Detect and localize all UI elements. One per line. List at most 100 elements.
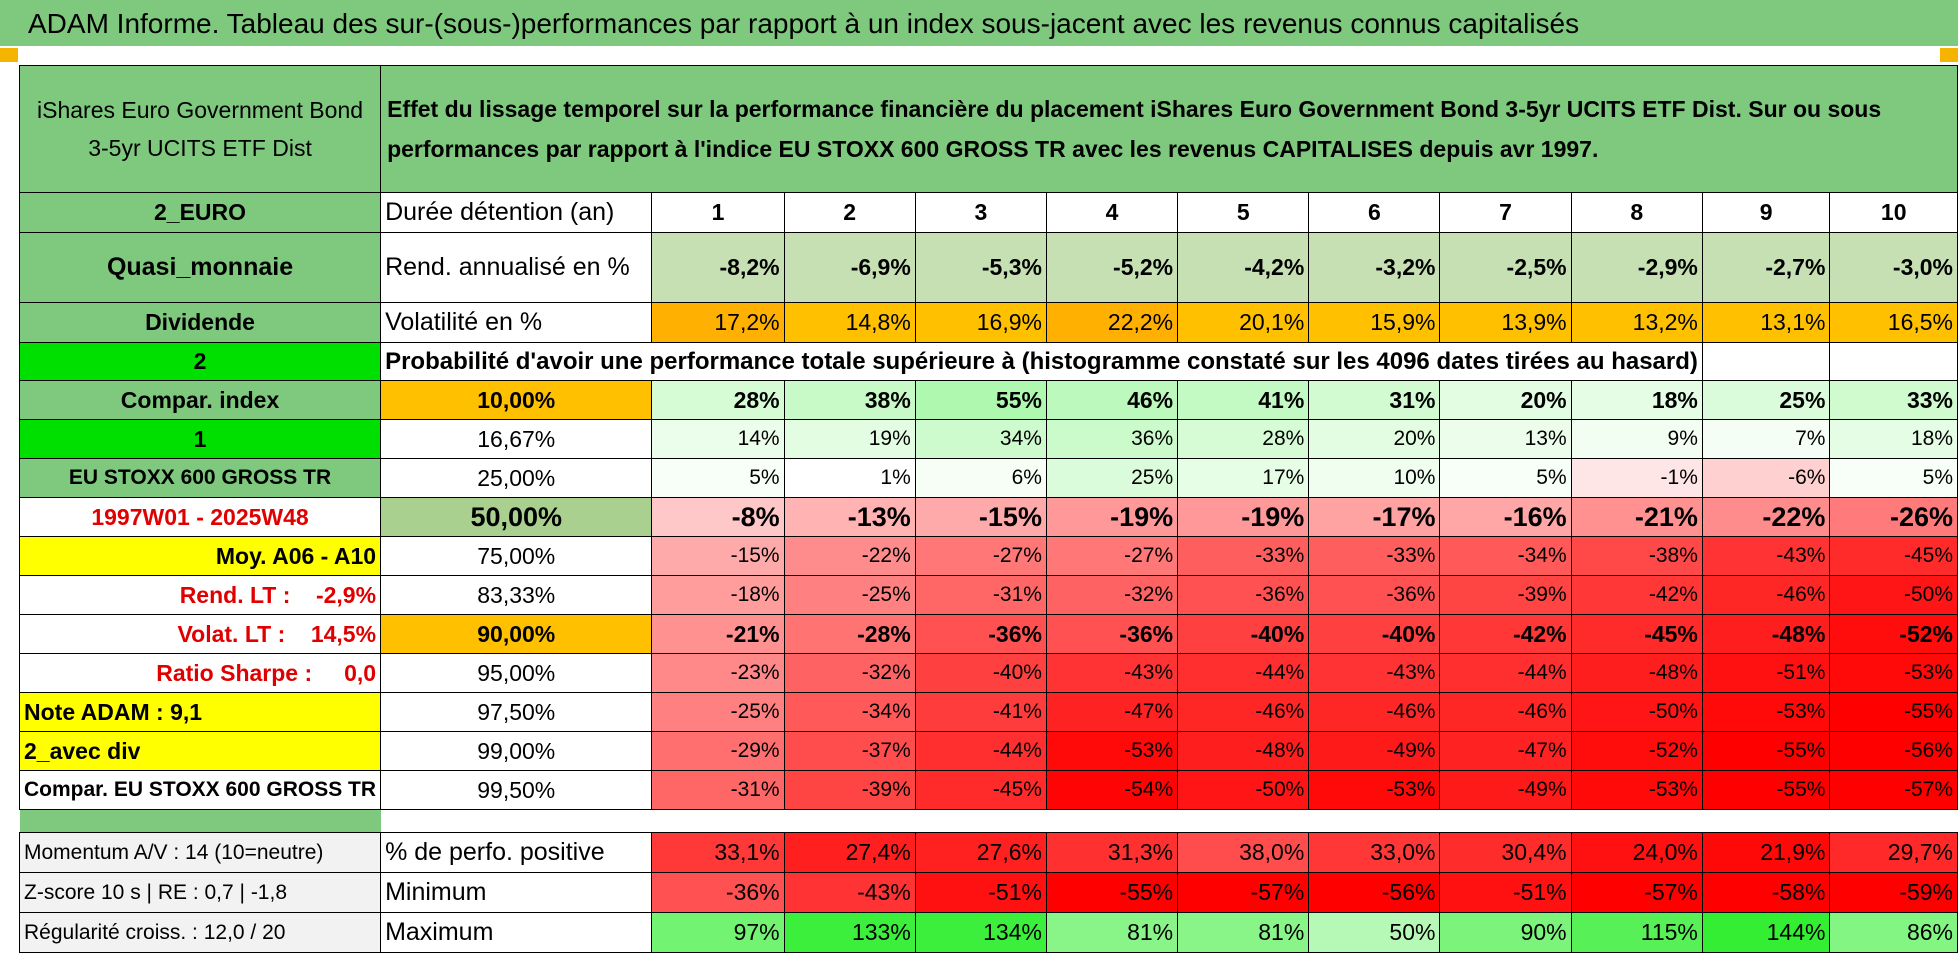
percentile-label: 97,50% bbox=[380, 692, 653, 732]
percentile-label: 95,00% bbox=[380, 653, 653, 693]
percentile-value: -44% bbox=[1177, 653, 1310, 693]
percentile-value: -15% bbox=[651, 536, 785, 576]
percentile-value: -43% bbox=[1308, 653, 1441, 693]
vol-value: 16,9% bbox=[914, 302, 1047, 343]
vol-value: 22,2% bbox=[1045, 302, 1179, 343]
percentile-value: 36% bbox=[1045, 419, 1179, 459]
positive-value: 27,4% bbox=[783, 832, 916, 873]
percentile-value: 20% bbox=[1439, 380, 1572, 420]
percentile-value: -26% bbox=[1829, 497, 1958, 537]
page-title: ADAM Informe. Tableau des sur-(sous-)per… bbox=[0, 0, 1958, 48]
percentile-value: -33% bbox=[1177, 536, 1310, 576]
percentile-value: -22% bbox=[783, 536, 916, 576]
percentile-value: -43% bbox=[1701, 536, 1831, 576]
year-header-5: 5 bbox=[1177, 192, 1310, 233]
percentile-value: -40% bbox=[914, 653, 1047, 693]
positive-value: 33,1% bbox=[651, 832, 785, 873]
percentile-value: -52% bbox=[1570, 731, 1703, 771]
percentile-value: -1% bbox=[1570, 458, 1703, 498]
minimum-value: -51% bbox=[914, 872, 1047, 913]
maximum-value: 81% bbox=[1045, 912, 1179, 953]
percentile-value: -18% bbox=[651, 575, 785, 615]
corner-marker-right bbox=[1940, 48, 1958, 62]
sharpe-label: Ratio Sharpe : 0,0 bbox=[18, 653, 382, 693]
year-header-8: 8 bbox=[1570, 192, 1703, 233]
percentile-value: -53% bbox=[1701, 692, 1831, 732]
compar-full-label: Compar. EU STOXX 600 GROSS TR bbox=[18, 770, 382, 810]
currency-label: 2_EURO bbox=[18, 192, 382, 233]
minimum-value: -55% bbox=[1045, 872, 1179, 913]
percentile-value: -55% bbox=[1829, 692, 1958, 732]
percentile-value: -49% bbox=[1439, 770, 1572, 810]
positive-value: 27,6% bbox=[914, 832, 1047, 873]
rend-value: -2,5% bbox=[1439, 232, 1572, 303]
percentile-value: 7% bbox=[1701, 419, 1831, 459]
minimum-value: -59% bbox=[1829, 872, 1958, 913]
percentile-value: -56% bbox=[1829, 731, 1958, 771]
percentile-value: -22% bbox=[1701, 497, 1831, 537]
percentile-value: -21% bbox=[1570, 497, 1703, 537]
percentile-value: -46% bbox=[1439, 692, 1572, 732]
regularite-label: Régularité croiss. : 12,0 / 20 bbox=[18, 912, 382, 953]
rend-value: -3,2% bbox=[1308, 232, 1441, 303]
code-2-label: 1 bbox=[18, 419, 382, 459]
percentile-value: 25% bbox=[1701, 380, 1831, 420]
rend-value: -6,9% bbox=[783, 232, 916, 303]
rend-lt-label: Rend. LT : -2,9% bbox=[18, 575, 382, 615]
rend-value: -8,2% bbox=[651, 232, 785, 303]
fund-name: iShares Euro Government Bond 3-5yr UCITS… bbox=[18, 65, 382, 193]
percentile-value: -19% bbox=[1045, 497, 1179, 537]
index-name-label: EU STOXX 600 GROSS TR bbox=[18, 458, 382, 498]
percentile-value: 33% bbox=[1829, 380, 1958, 420]
minimum-value: -36% bbox=[651, 872, 785, 913]
description-text: Effet du lissage temporel sur la perform… bbox=[380, 65, 1958, 193]
compar-index-label: Compar. index bbox=[18, 380, 382, 420]
minimum-label: Minimum bbox=[380, 872, 653, 913]
percentile-label: 90,00% bbox=[380, 614, 653, 654]
maximum-value: 144% bbox=[1701, 912, 1831, 953]
percentile-value: -27% bbox=[914, 536, 1047, 576]
percentile-value: -36% bbox=[914, 614, 1047, 654]
rend-value: -2,9% bbox=[1570, 232, 1703, 303]
percentile-value: -50% bbox=[1570, 692, 1703, 732]
vol-value: 20,1% bbox=[1177, 302, 1310, 343]
percentile-value: -34% bbox=[783, 692, 916, 732]
volat-lt-label: Volat. LT : 14,5% bbox=[18, 614, 382, 654]
maximum-value: 115% bbox=[1570, 912, 1703, 953]
duration-label: Durée détention (an) bbox=[380, 192, 653, 233]
percentile-value: -21% bbox=[651, 614, 785, 654]
rend-value: -5,3% bbox=[914, 232, 1047, 303]
percentile-value: 1% bbox=[783, 458, 916, 498]
maximum-value: 81% bbox=[1177, 912, 1310, 953]
percentile-value: 19% bbox=[783, 419, 916, 459]
percentile-value: 31% bbox=[1308, 380, 1441, 420]
minimum-value: -57% bbox=[1177, 872, 1310, 913]
percentile-value: -44% bbox=[914, 731, 1047, 771]
percentile-value: -40% bbox=[1308, 614, 1441, 654]
percentile-value: 5% bbox=[651, 458, 785, 498]
percentile-value: -46% bbox=[1701, 575, 1831, 615]
momentum-label: Momentum A/V : 14 (10=neutre) bbox=[18, 832, 382, 873]
vol-value: 15,9% bbox=[1308, 302, 1441, 343]
percentile-label: 99,50% bbox=[380, 770, 653, 810]
percentile-value: 55% bbox=[914, 380, 1047, 420]
percentile-value: -53% bbox=[1570, 770, 1703, 810]
percentile-value: 18% bbox=[1570, 380, 1703, 420]
percentile-value: -48% bbox=[1177, 731, 1310, 771]
minimum-value: -57% bbox=[1570, 872, 1703, 913]
percentile-value: -31% bbox=[651, 770, 785, 810]
percentile-value: -39% bbox=[783, 770, 916, 810]
avec-div-label: 2_avec div bbox=[18, 731, 382, 771]
year-header-3: 3 bbox=[914, 192, 1047, 233]
percentile-value: -42% bbox=[1439, 614, 1572, 654]
percentile-value: -36% bbox=[1045, 614, 1179, 654]
year-header-9: 9 bbox=[1701, 192, 1831, 233]
percentile-label: 99,00% bbox=[380, 731, 653, 771]
percentile-value: -32% bbox=[783, 653, 916, 693]
percentile-value: -27% bbox=[1045, 536, 1179, 576]
percentile-value: 14% bbox=[651, 419, 785, 459]
percentile-value: -48% bbox=[1701, 614, 1831, 654]
code-1-label: 2 bbox=[18, 342, 382, 381]
percentile-value: -32% bbox=[1045, 575, 1179, 615]
percentile-value: 18% bbox=[1829, 419, 1958, 459]
